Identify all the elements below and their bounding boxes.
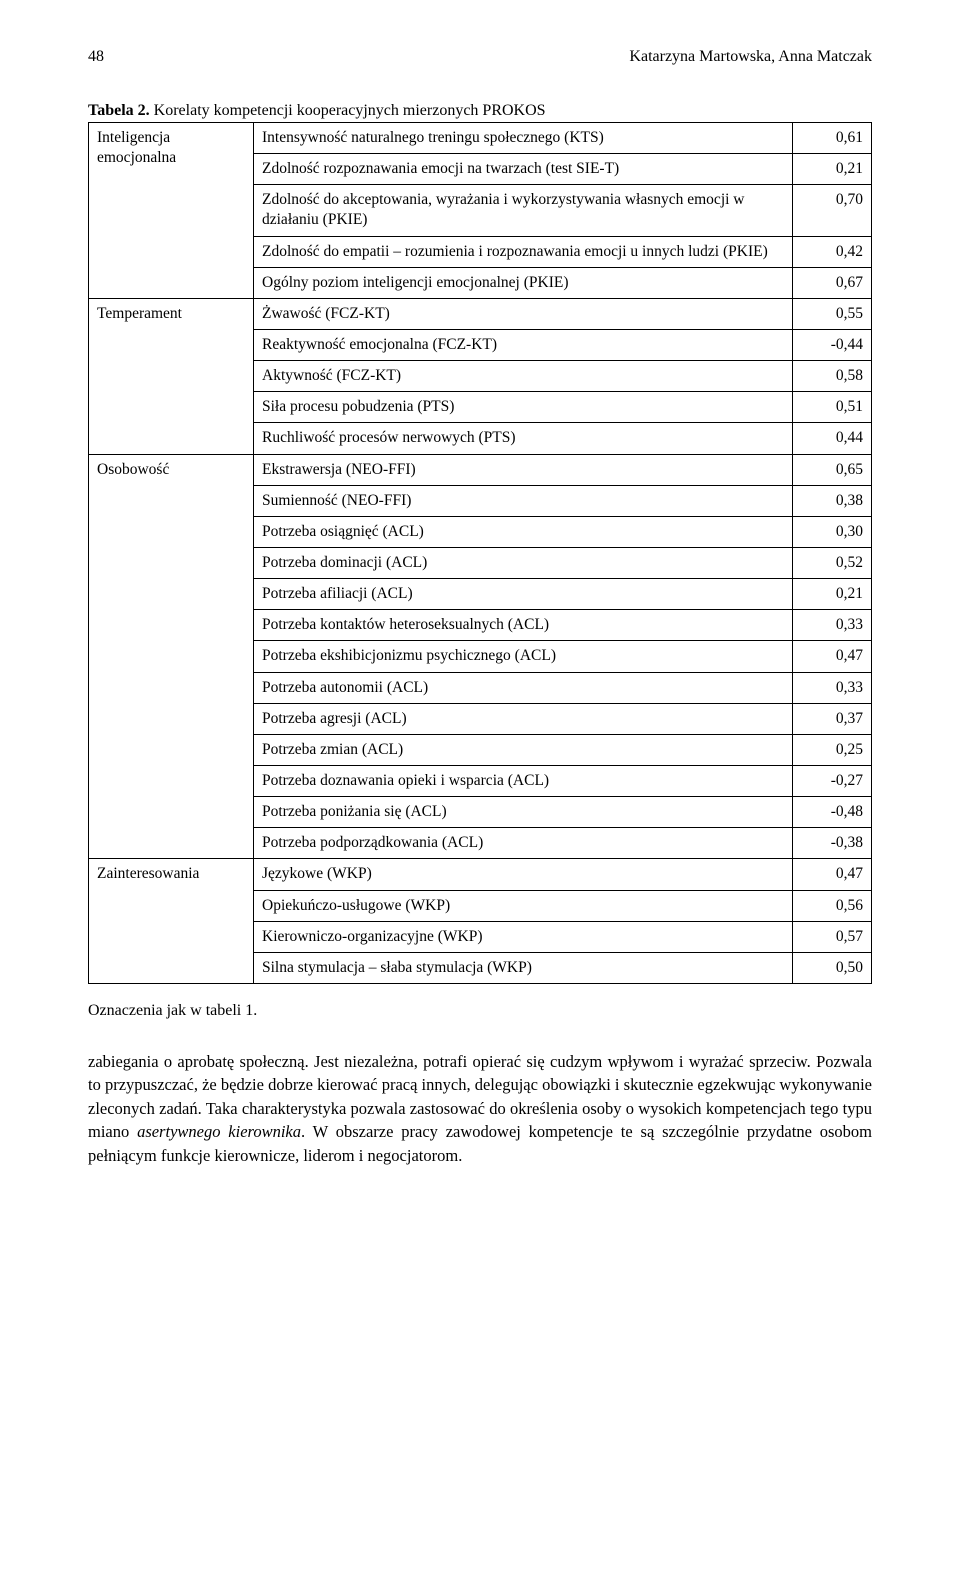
table-row: Inteligencja emocjonalnaIntensywność nat… xyxy=(89,123,872,154)
label-cell: Potrzeba osiągnięć (ACL) xyxy=(254,516,793,547)
table-footnote: Oznaczenia jak w tabeli 1. xyxy=(88,1002,872,1020)
value-cell: 0,33 xyxy=(793,672,872,703)
label-cell: Silna stymulacja – słaba stymulacja (WKP… xyxy=(254,952,793,983)
label-cell: Potrzeba kontaktów heteroseksualnych (AC… xyxy=(254,610,793,641)
label-cell: Ekstrawersja (NEO-FFI) xyxy=(254,454,793,485)
value-cell: 0,47 xyxy=(793,641,872,672)
table-caption-text: Korelaty kompetencji kooperacyjnych mier… xyxy=(150,102,546,119)
value-cell: 0,55 xyxy=(793,298,872,329)
label-cell: Potrzeba ekshibicjonizmu psychicznego (A… xyxy=(254,641,793,672)
paragraph-italic: asertywnego kierownika xyxy=(137,1122,301,1141)
label-cell: Potrzeba zmian (ACL) xyxy=(254,734,793,765)
category-cell: Temperament xyxy=(89,298,254,454)
value-cell: 0,30 xyxy=(793,516,872,547)
value-cell: 0,51 xyxy=(793,392,872,423)
value-cell: 0,58 xyxy=(793,361,872,392)
value-cell: 0,52 xyxy=(793,547,872,578)
page-header: 48 Katarzyna Martowska, Anna Matczak xyxy=(88,48,872,66)
label-cell: Potrzeba poniżania się (ACL) xyxy=(254,797,793,828)
label-cell: Potrzeba afiliacji (ACL) xyxy=(254,579,793,610)
label-cell: Intensywność naturalnego treningu społec… xyxy=(254,123,793,154)
page-number: 48 xyxy=(88,48,104,66)
value-cell: 0,21 xyxy=(793,154,872,185)
table-row: TemperamentŻwawość (FCZ-KT)0,55 xyxy=(89,298,872,329)
value-cell: 0,37 xyxy=(793,703,872,734)
value-cell: 0,44 xyxy=(793,423,872,454)
label-cell: Ogólny poziom inteligencji emocjonalnej … xyxy=(254,267,793,298)
value-cell: 0,25 xyxy=(793,734,872,765)
value-cell: 0,67 xyxy=(793,267,872,298)
label-cell: Zdolność do akceptowania, wyrażania i wy… xyxy=(254,185,793,236)
value-cell: 0,33 xyxy=(793,610,872,641)
header-authors: Katarzyna Martowska, Anna Matczak xyxy=(629,48,872,66)
value-cell: -0,48 xyxy=(793,797,872,828)
label-cell: Aktywność (FCZ-KT) xyxy=(254,361,793,392)
label-cell: Żwawość (FCZ-KT) xyxy=(254,298,793,329)
value-cell: 0,21 xyxy=(793,579,872,610)
value-cell: -0,27 xyxy=(793,765,872,796)
label-cell: Potrzeba autonomii (ACL) xyxy=(254,672,793,703)
value-cell: 0,70 xyxy=(793,185,872,236)
value-cell: 0,56 xyxy=(793,890,872,921)
value-cell: 0,65 xyxy=(793,454,872,485)
value-cell: 0,42 xyxy=(793,236,872,267)
table-row: OsobowośćEkstrawersja (NEO-FFI)0,65 xyxy=(89,454,872,485)
label-cell: Reaktywność emocjonalna (FCZ-KT) xyxy=(254,329,793,360)
label-cell: Ruchliwość procesów nerwowych (PTS) xyxy=(254,423,793,454)
label-cell: Opiekuńczo-usługowe (WKP) xyxy=(254,890,793,921)
label-cell: Kierowniczo-organizacyjne (WKP) xyxy=(254,921,793,952)
table-caption-label: Tabela 2. xyxy=(88,102,150,119)
table-row: ZainteresowaniaJęzykowe (WKP)0,47 xyxy=(89,859,872,890)
category-cell: Zainteresowania xyxy=(89,859,254,984)
label-cell: Potrzeba doznawania opieki i wsparcia (A… xyxy=(254,765,793,796)
label-cell: Potrzeba podporządkowania (ACL) xyxy=(254,828,793,859)
label-cell: Zdolność rozpoznawania emocji na twarzac… xyxy=(254,154,793,185)
label-cell: Językowe (WKP) xyxy=(254,859,793,890)
correlation-table: Inteligencja emocjonalnaIntensywność nat… xyxy=(88,122,872,984)
value-cell: -0,44 xyxy=(793,329,872,360)
label-cell: Potrzeba dominacji (ACL) xyxy=(254,547,793,578)
value-cell: 0,38 xyxy=(793,485,872,516)
label-cell: Zdolność do empatii – rozumienia i rozpo… xyxy=(254,236,793,267)
value-cell: 0,61 xyxy=(793,123,872,154)
value-cell: 0,47 xyxy=(793,859,872,890)
value-cell: 0,50 xyxy=(793,952,872,983)
category-cell: Inteligencja emocjonalna xyxy=(89,123,254,299)
table-caption: Tabela 2. Korelaty kompetencji kooperacy… xyxy=(88,102,872,120)
label-cell: Sumienność (NEO-FFI) xyxy=(254,485,793,516)
category-cell: Osobowość xyxy=(89,454,254,859)
label-cell: Siła procesu pobudzenia (PTS) xyxy=(254,392,793,423)
value-cell: -0,38 xyxy=(793,828,872,859)
value-cell: 0,57 xyxy=(793,921,872,952)
body-paragraph: zabiegania o aprobatę społeczną. Jest ni… xyxy=(88,1050,872,1167)
label-cell: Potrzeba agresji (ACL) xyxy=(254,703,793,734)
